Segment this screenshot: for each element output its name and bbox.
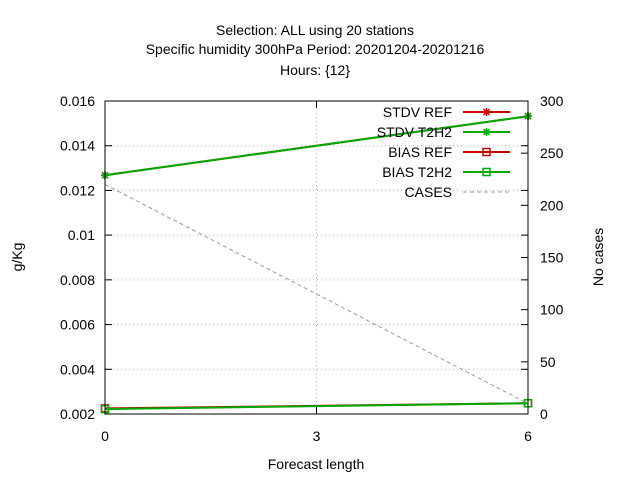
- legend-label: STDV T2H2: [377, 124, 452, 140]
- titles: Selection: ALL using 20 stations Specifi…: [9, 22, 606, 472]
- y-tick-label: 0.016: [60, 93, 95, 109]
- legend-item-cases: CASES: [405, 184, 510, 200]
- star-marker: [482, 128, 491, 136]
- y-tick-label: 0.006: [60, 317, 95, 333]
- legend-label: STDV REF: [383, 104, 452, 120]
- chart-title-line-2: Specific humidity 300hPa Period: 2020120…: [146, 41, 485, 57]
- marker-stroke: [482, 108, 491, 116]
- x-tick-label: 0: [101, 428, 109, 444]
- y2-tick-label: 250: [540, 145, 564, 161]
- y2-tick-label: 50: [540, 354, 556, 370]
- legend-item-stdv-ref: STDV REF: [383, 104, 510, 120]
- y-tick-label: 0.014: [60, 138, 95, 154]
- grid-lines: [105, 101, 528, 414]
- axes: 0.016 0.014 0.012 0.01 0.008 0.006 0.004 0.002 3…: [60, 93, 564, 444]
- y2-tick-label: 100: [540, 302, 564, 318]
- legend-item-bias-t2h2: BIAS T2H2: [382, 164, 510, 180]
- x-tick-label: 6: [524, 428, 532, 444]
- square-marker: [482, 167, 491, 177]
- legend-item-bias-ref: BIAS REF: [388, 144, 510, 160]
- legend-label: BIAS REF: [388, 144, 452, 160]
- marker-stroke: [482, 128, 491, 136]
- star-marker: [482, 108, 491, 116]
- series-cases: [104, 184, 529, 405]
- y-axis-label: g/Kg: [9, 243, 25, 272]
- legend: STDV REF STDV T2H2 BIAS REF BIAS T2H2 CASES: [377, 104, 510, 200]
- y2-tick-label: 0: [540, 406, 548, 422]
- legend-label: CASES: [405, 184, 452, 200]
- legend-item-stdv-t2h2: STDV T2H2: [377, 124, 510, 140]
- legend-label: BIAS T2H2: [382, 164, 452, 180]
- y2-tick-label: 150: [540, 250, 564, 266]
- y-tick-label: 0.002: [60, 406, 95, 422]
- chart-title-line-3: Hours: {12}: [280, 62, 350, 78]
- y2-axis-label: No cases: [590, 228, 606, 286]
- plot-frame: [104, 100, 529, 415]
- y-tick-label: 0.004: [60, 361, 95, 377]
- series-line: [104, 115, 529, 177]
- series-line: [104, 402, 529, 411]
- y2-tick-label: 200: [540, 197, 564, 213]
- y-tick-label: 0.01: [68, 227, 95, 243]
- x-axis-label: Forecast length: [268, 456, 365, 472]
- y-tick-label: 0.012: [60, 182, 95, 198]
- y2-tick-label: 300: [540, 93, 564, 109]
- series-line: [104, 184, 529, 405]
- chart-title-line-1: Selection: ALL using 20 stations: [216, 22, 414, 38]
- square-marker: [482, 147, 491, 157]
- y-tick-label: 0.008: [60, 272, 95, 288]
- x-tick-label: 3: [313, 428, 321, 444]
